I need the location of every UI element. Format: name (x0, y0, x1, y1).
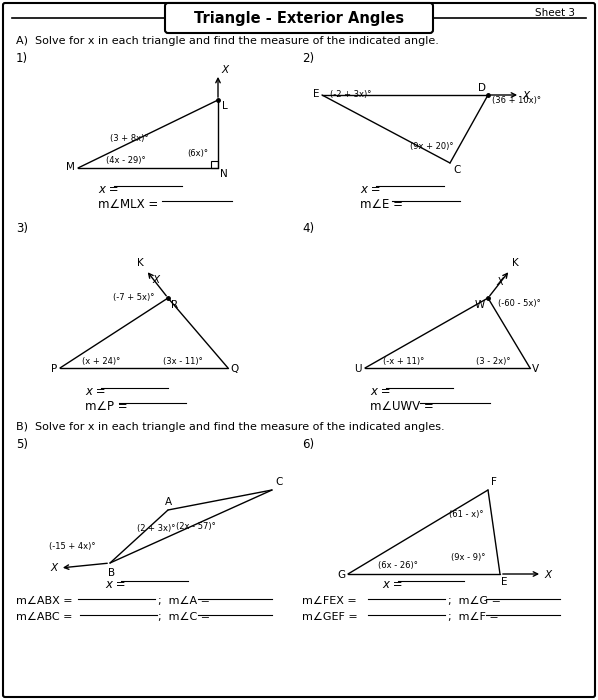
Text: F: F (491, 477, 497, 487)
Text: X: X (51, 563, 58, 573)
Text: D: D (478, 83, 486, 93)
Text: (-2 + 3x)°: (-2 + 3x)° (330, 90, 371, 99)
Text: (-x + 11)°: (-x + 11)° (383, 357, 424, 366)
Text: (3 + 8x)°: (3 + 8x)° (109, 134, 148, 143)
Text: (x + 24)°: (x + 24)° (82, 357, 120, 366)
Text: W: W (475, 300, 485, 310)
Text: (6x - 26)°: (6x - 26)° (378, 561, 418, 570)
Text: U: U (355, 364, 362, 374)
Text: (4x - 29)°: (4x - 29)° (106, 156, 146, 165)
Text: X: X (221, 65, 228, 75)
Text: 1): 1) (16, 52, 28, 65)
Text: m∠P =: m∠P = (85, 400, 127, 413)
Text: (3 - 2x)°: (3 - 2x)° (475, 357, 510, 366)
Text: x =: x = (98, 183, 118, 196)
Text: (61 - x)°: (61 - x)° (448, 510, 483, 519)
Text: P: P (51, 364, 57, 374)
Text: (9x - 9)°: (9x - 9)° (451, 553, 485, 562)
Text: (-7 + 5x)°: (-7 + 5x)° (112, 293, 154, 302)
Text: A: A (164, 497, 172, 507)
Text: x =: x = (382, 578, 402, 591)
Text: (9x + 20)°: (9x + 20)° (410, 142, 454, 151)
Text: x =: x = (85, 385, 106, 398)
Text: L: L (222, 101, 228, 111)
Text: (36 + 10x)°: (36 + 10x)° (492, 96, 541, 105)
Text: (-60 - 5x)°: (-60 - 5x)° (498, 299, 541, 308)
Text: m∠E =: m∠E = (360, 198, 403, 211)
Text: E: E (313, 89, 319, 99)
Text: (-15 + 4x)°: (-15 + 4x)° (49, 542, 95, 551)
Text: 4): 4) (302, 222, 314, 235)
FancyBboxPatch shape (165, 3, 433, 33)
Text: m∠UWV =: m∠UWV = (370, 400, 434, 413)
Text: (3x - 11)°: (3x - 11)° (163, 357, 203, 366)
Text: Q: Q (230, 364, 238, 374)
Text: m∠MLX =: m∠MLX = (98, 198, 158, 211)
Text: 3): 3) (16, 222, 28, 235)
Text: ;  m∠G =: ; m∠G = (448, 596, 501, 606)
Text: ;  m∠C =: ; m∠C = (158, 612, 210, 622)
Text: V: V (532, 364, 539, 374)
Text: G: G (337, 570, 345, 580)
Text: X: X (153, 275, 160, 285)
Text: x =: x = (360, 183, 380, 196)
Text: m∠ABC =: m∠ABC = (16, 612, 72, 622)
Text: A)  Solve for x in each triangle and find the measure of the indicated angle.: A) Solve for x in each triangle and find… (16, 36, 439, 46)
Text: (2x - 57)°: (2x - 57)° (176, 522, 216, 531)
Text: (2 + 3x)°: (2 + 3x)° (137, 524, 175, 533)
Text: X: X (544, 570, 551, 580)
Text: ;  m∠F =: ; m∠F = (448, 612, 499, 622)
Text: E: E (501, 577, 508, 587)
Text: m∠GEF =: m∠GEF = (302, 612, 358, 622)
Text: B)  Solve for x in each triangle and find the measure of the indicated angles.: B) Solve for x in each triangle and find… (16, 422, 445, 432)
Text: 6): 6) (302, 438, 314, 451)
Text: m∠ABX =: m∠ABX = (16, 596, 72, 606)
Text: 2): 2) (302, 52, 314, 65)
Text: N: N (220, 169, 228, 179)
Text: R: R (171, 300, 178, 310)
Text: M: M (66, 162, 75, 172)
Text: Sheet 3: Sheet 3 (535, 8, 575, 18)
Text: B: B (108, 568, 115, 578)
Text: K: K (512, 258, 518, 268)
Text: K: K (138, 258, 144, 268)
Text: (6x)°: (6x)° (187, 149, 208, 158)
Text: x =: x = (370, 385, 390, 398)
Text: X: X (496, 277, 503, 287)
Text: C: C (275, 477, 282, 487)
Text: 5): 5) (16, 438, 28, 451)
Text: Triangle - Exterior Angles: Triangle - Exterior Angles (194, 10, 404, 25)
Text: m∠FEX =: m∠FEX = (302, 596, 357, 606)
Text: C: C (453, 165, 460, 175)
Text: ;  m∠A =: ; m∠A = (158, 596, 210, 606)
Text: x =: x = (105, 578, 126, 591)
Text: X: X (522, 91, 529, 101)
FancyBboxPatch shape (3, 3, 595, 697)
